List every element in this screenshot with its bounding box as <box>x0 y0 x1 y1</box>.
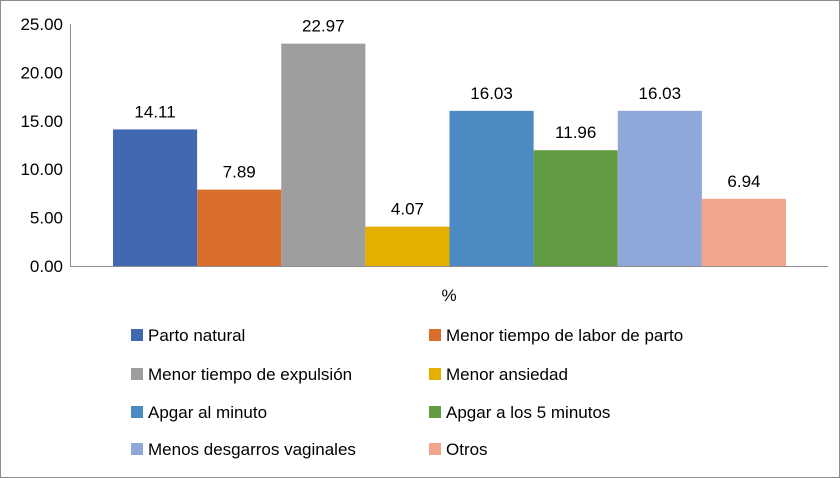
y-tick-label: 20.00 <box>20 63 63 82</box>
legend-swatch-1 <box>429 329 441 341</box>
legend-label-0: Parto natural <box>148 326 245 345</box>
bar-4 <box>449 110 534 267</box>
legend-label-5: Apgar a los 5 minutos <box>446 403 610 422</box>
y-tick-label: 5.00 <box>30 209 63 228</box>
legend-swatch-4 <box>131 406 143 418</box>
data-label-6: 16.03 <box>639 84 682 103</box>
data-label-5: 11.96 <box>555 123 596 142</box>
bar-7 <box>701 198 786 266</box>
y-tick-label: 25.00 <box>20 15 63 34</box>
data-label-2: 22.97 <box>302 17 345 36</box>
legend-label-1: Menor tiempo de labor de parto <box>446 326 683 345</box>
bar-2 <box>281 43 366 267</box>
y-axis-tick-labels: 0.00 5.00 10.00 15.00 20.00 25.00 <box>20 15 63 276</box>
data-label-4: 16.03 <box>470 84 513 103</box>
legend-swatch-5 <box>429 406 441 418</box>
legend-label-6: Menos desgarros vaginales <box>148 440 356 459</box>
data-label-3: 4.07 <box>391 200 424 219</box>
legend-label-7: Otros <box>446 440 488 459</box>
bar-series-group <box>113 43 786 267</box>
legend-label-4: Apgar al minuto <box>148 403 267 422</box>
legend-swatch-0 <box>131 329 143 341</box>
data-label-1: 7.89 <box>223 163 256 182</box>
x-axis-title: % <box>441 286 456 305</box>
bar-0 <box>113 129 198 266</box>
bar-1 <box>197 189 282 266</box>
legend-label-3: Menor ansiedad <box>446 365 568 384</box>
legend-swatch-2 <box>131 368 143 380</box>
y-tick-label: 10.00 <box>20 160 63 179</box>
data-label-7: 6.94 <box>727 172 760 191</box>
data-label-0: 14.11 <box>134 102 175 121</box>
legend-label-2: Menor tiempo de expulsión <box>148 365 352 384</box>
legend-swatch-3 <box>429 368 441 380</box>
data-labels-group: 14.11 7.89 22.97 4.07 16.03 11.96 16.03 6.94 <box>134 17 760 219</box>
legend-swatch-7 <box>429 443 441 455</box>
bar-6 <box>617 110 702 267</box>
y-tick-label: 15.00 <box>20 112 63 131</box>
legend-swatch-6 <box>131 443 143 455</box>
bar-5 <box>533 150 618 266</box>
y-tick-label: 0.00 <box>30 257 63 276</box>
legend: Parto natural Menor tiempo de labor de pa… <box>131 326 683 459</box>
bar-3 <box>365 226 450 266</box>
